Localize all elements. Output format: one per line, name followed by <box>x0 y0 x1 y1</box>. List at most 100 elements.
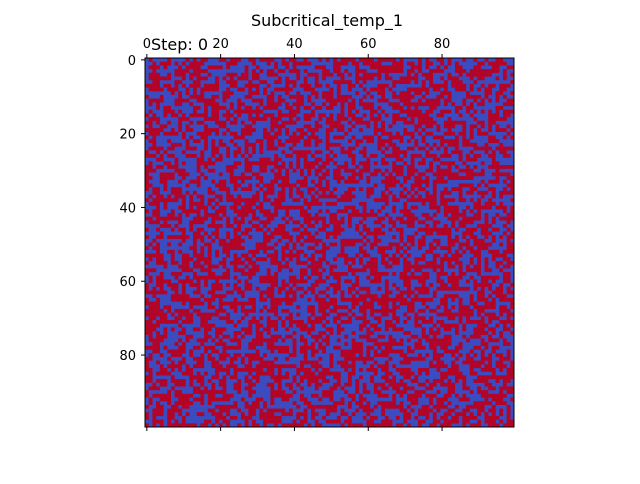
spin-up-cell <box>215 349 219 354</box>
spin-up-cell <box>462 397 467 402</box>
spin-up-cell <box>392 69 397 73</box>
spin-up-cell <box>318 382 323 387</box>
spin-up-cell <box>277 260 282 265</box>
spin-up-cell <box>403 272 408 276</box>
spin-up-cell <box>218 187 223 191</box>
spin-up-cell <box>314 272 319 276</box>
spin-up-cell <box>211 146 216 151</box>
spin-up-cell <box>211 349 216 354</box>
spin-up-cell <box>473 301 478 306</box>
spin-up-cell <box>443 253 448 258</box>
spin-up-cell <box>425 87 430 92</box>
spin-up-cell <box>189 224 194 228</box>
spin-up-cell <box>325 367 330 372</box>
spin-up-cell <box>366 231 371 236</box>
spin-up-cell <box>185 367 190 372</box>
spin-up-cell <box>344 279 349 284</box>
spin-up-cell <box>432 183 437 188</box>
spin-up-cell <box>447 294 452 298</box>
spin-up-cell <box>414 342 419 346</box>
spin-up-cell <box>244 404 249 409</box>
spin-up-cell <box>244 124 249 129</box>
spin-up-cell <box>311 415 315 420</box>
spin-up-cell <box>418 176 422 180</box>
spin-up-cell <box>355 290 360 295</box>
spin-up-cell <box>491 83 496 88</box>
spin-up-cell <box>167 308 171 313</box>
spin-up-cell <box>167 87 171 92</box>
spin-up-cell <box>170 360 175 365</box>
spin-up-cell <box>491 349 496 354</box>
spin-up-cell <box>200 216 205 221</box>
spin-up-cell <box>491 187 496 191</box>
spin-up-cell <box>458 72 463 77</box>
spin-up-cell <box>443 209 448 214</box>
spin-up-cell <box>148 268 153 273</box>
spin-up-cell <box>488 146 493 151</box>
spin-up-cell <box>340 128 345 132</box>
spin-up-cell <box>311 109 315 114</box>
spin-up-cell <box>421 345 426 350</box>
spin-up-cell <box>325 312 330 317</box>
spin-up-cell <box>447 257 452 262</box>
spin-up-cell <box>466 227 470 232</box>
spin-up-cell <box>440 231 445 236</box>
spin-up-cell <box>159 176 164 180</box>
spin-up-cell <box>425 176 430 180</box>
spin-up-cell <box>211 375 216 380</box>
spin-up-cell <box>432 98 437 103</box>
spin-up-cell <box>181 235 186 239</box>
spin-up-cell <box>270 367 275 372</box>
spin-up-cell <box>281 120 286 125</box>
spin-up-cell <box>148 334 153 339</box>
spin-up-cell <box>148 319 153 324</box>
spin-up-cell <box>196 216 201 221</box>
spin-up-cell <box>218 379 223 383</box>
spin-up-cell <box>307 235 312 239</box>
spin-up-cell <box>270 283 275 287</box>
spin-up-cell <box>502 386 507 391</box>
spin-up-cell <box>344 367 349 372</box>
spin-up-cell <box>432 179 437 184</box>
spin-up-cell <box>237 338 242 343</box>
spin-up-cell <box>200 312 205 317</box>
spin-up-cell <box>325 338 330 343</box>
spin-up-cell <box>447 349 452 354</box>
spin-up-cell <box>270 401 275 406</box>
spin-up-cell <box>322 338 326 343</box>
spin-up-cell <box>347 220 352 225</box>
spin-up-cell <box>145 393 149 398</box>
spin-up-cell <box>355 172 360 177</box>
spin-up-cell <box>381 128 385 132</box>
spin-up-cell <box>388 297 393 302</box>
spin-up-cell <box>495 338 500 343</box>
spin-up-cell <box>270 139 275 144</box>
spin-up-cell <box>178 349 183 354</box>
spin-up-cell <box>189 349 194 354</box>
spin-up-cell <box>355 80 360 84</box>
spin-up-cell <box>156 201 160 206</box>
spin-up-cell <box>263 279 267 284</box>
spin-up-cell <box>359 201 363 206</box>
spin-up-cell <box>196 235 201 239</box>
spin-up-cell <box>163 220 168 225</box>
spin-up-cell <box>163 161 168 166</box>
spin-up-cell <box>189 319 194 324</box>
spin-up-cell <box>288 334 293 339</box>
spin-up-cell <box>215 331 219 335</box>
spin-up-cell <box>473 201 478 206</box>
spin-up-cell <box>443 283 448 287</box>
spin-up-cell <box>156 260 160 265</box>
spin-up-cell <box>381 157 385 162</box>
spin-up-cell <box>336 327 341 332</box>
spin-up-cell <box>447 231 452 236</box>
spin-up-cell <box>252 76 256 81</box>
spin-up-cell <box>344 319 349 324</box>
spin-up-cell <box>311 194 315 199</box>
spin-up-cell <box>237 260 242 265</box>
spin-up-cell <box>477 283 481 287</box>
spin-up-cell <box>432 201 437 206</box>
spin-up-cell <box>466 279 470 284</box>
spin-up-cell <box>174 379 179 383</box>
spin-up-cell <box>480 283 485 287</box>
